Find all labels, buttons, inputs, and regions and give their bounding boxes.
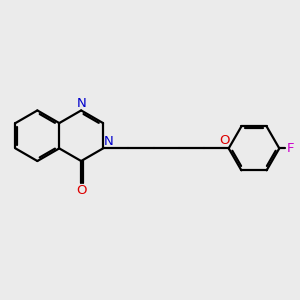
Text: O: O [219, 134, 230, 147]
Text: N: N [104, 135, 113, 148]
Text: N: N [76, 97, 86, 110]
Text: F: F [286, 142, 294, 155]
Text: O: O [76, 184, 86, 197]
